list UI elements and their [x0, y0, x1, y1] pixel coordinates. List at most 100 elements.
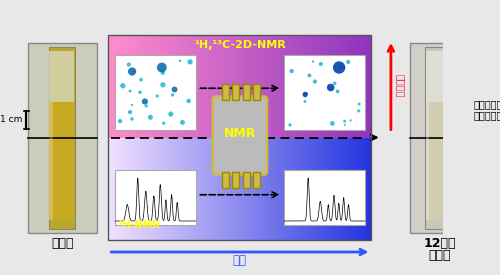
Bar [306, 138, 308, 240]
Bar [334, 35, 336, 138]
Bar [170, 35, 172, 138]
Bar [189, 138, 191, 240]
Bar [310, 138, 312, 240]
Bar [180, 138, 182, 240]
Bar [198, 35, 200, 138]
Point [146, 115, 154, 120]
Point [158, 71, 166, 75]
Bar [336, 138, 338, 240]
Bar [317, 138, 319, 240]
Bar [136, 138, 138, 240]
Text: 培養前: 培養前 [52, 237, 74, 250]
Bar [344, 138, 345, 240]
Bar [256, 35, 258, 138]
Bar [345, 35, 348, 138]
Bar [426, 101, 429, 220]
Text: 増殖により: 増殖により [473, 99, 500, 109]
Bar [147, 138, 149, 240]
Bar [230, 138, 232, 240]
Point [302, 91, 310, 95]
Bar [330, 138, 332, 240]
Bar [316, 35, 318, 138]
Bar [264, 35, 266, 138]
Bar [308, 138, 310, 240]
Bar [286, 138, 288, 240]
Bar [359, 35, 362, 138]
Bar [266, 138, 268, 240]
Bar [214, 35, 216, 138]
Bar [115, 54, 196, 130]
Point [170, 87, 178, 92]
Bar [331, 138, 333, 240]
Bar [203, 35, 205, 138]
Point [126, 89, 134, 93]
Bar [344, 35, 345, 138]
Bar [168, 138, 170, 240]
Bar [259, 138, 262, 240]
Bar [186, 35, 188, 138]
Bar [331, 35, 333, 138]
Bar [162, 35, 165, 138]
Bar [134, 35, 137, 138]
Bar [368, 138, 370, 240]
Bar [119, 138, 121, 240]
Bar [298, 35, 300, 138]
Bar [358, 138, 360, 240]
Bar [334, 138, 336, 240]
Bar [126, 35, 128, 138]
Bar [128, 35, 130, 138]
Bar [322, 138, 324, 240]
Bar [140, 138, 142, 240]
Bar [108, 138, 110, 240]
Point [301, 99, 309, 104]
Point [336, 65, 344, 69]
Bar [150, 35, 152, 138]
Bar [50, 101, 74, 220]
Bar [147, 35, 149, 138]
Bar [250, 35, 252, 138]
Bar [138, 138, 140, 240]
Bar [347, 138, 349, 240]
Bar [128, 138, 130, 240]
Bar [350, 35, 352, 138]
Point [159, 82, 167, 87]
Bar [217, 138, 220, 240]
Bar [236, 35, 238, 138]
Point [119, 84, 127, 88]
Bar [326, 35, 328, 138]
Bar [224, 138, 226, 240]
Bar [228, 35, 230, 138]
Point [341, 123, 349, 127]
Bar [319, 35, 321, 138]
Bar [222, 84, 229, 100]
Bar [144, 138, 146, 240]
Bar [168, 35, 170, 138]
Bar [110, 138, 112, 240]
Bar [122, 35, 124, 138]
Bar [216, 138, 218, 240]
Bar [294, 138, 296, 240]
Bar [172, 35, 173, 138]
Bar [286, 35, 288, 138]
Bar [254, 138, 256, 240]
Bar [194, 138, 196, 240]
Bar [330, 35, 332, 138]
Bar [248, 138, 251, 240]
Bar [133, 35, 135, 138]
Bar [338, 35, 340, 138]
Text: NMR: NMR [224, 127, 256, 140]
Bar [219, 35, 221, 138]
Point [340, 119, 348, 123]
Bar [272, 35, 274, 138]
Bar [326, 138, 328, 240]
Bar [154, 138, 156, 240]
Point [128, 117, 136, 121]
Point [158, 65, 166, 70]
Bar [322, 35, 324, 138]
Bar [144, 35, 146, 138]
Bar [220, 35, 223, 138]
Bar [261, 35, 263, 138]
Bar [275, 138, 277, 240]
Bar [342, 35, 344, 138]
Bar [198, 138, 200, 240]
